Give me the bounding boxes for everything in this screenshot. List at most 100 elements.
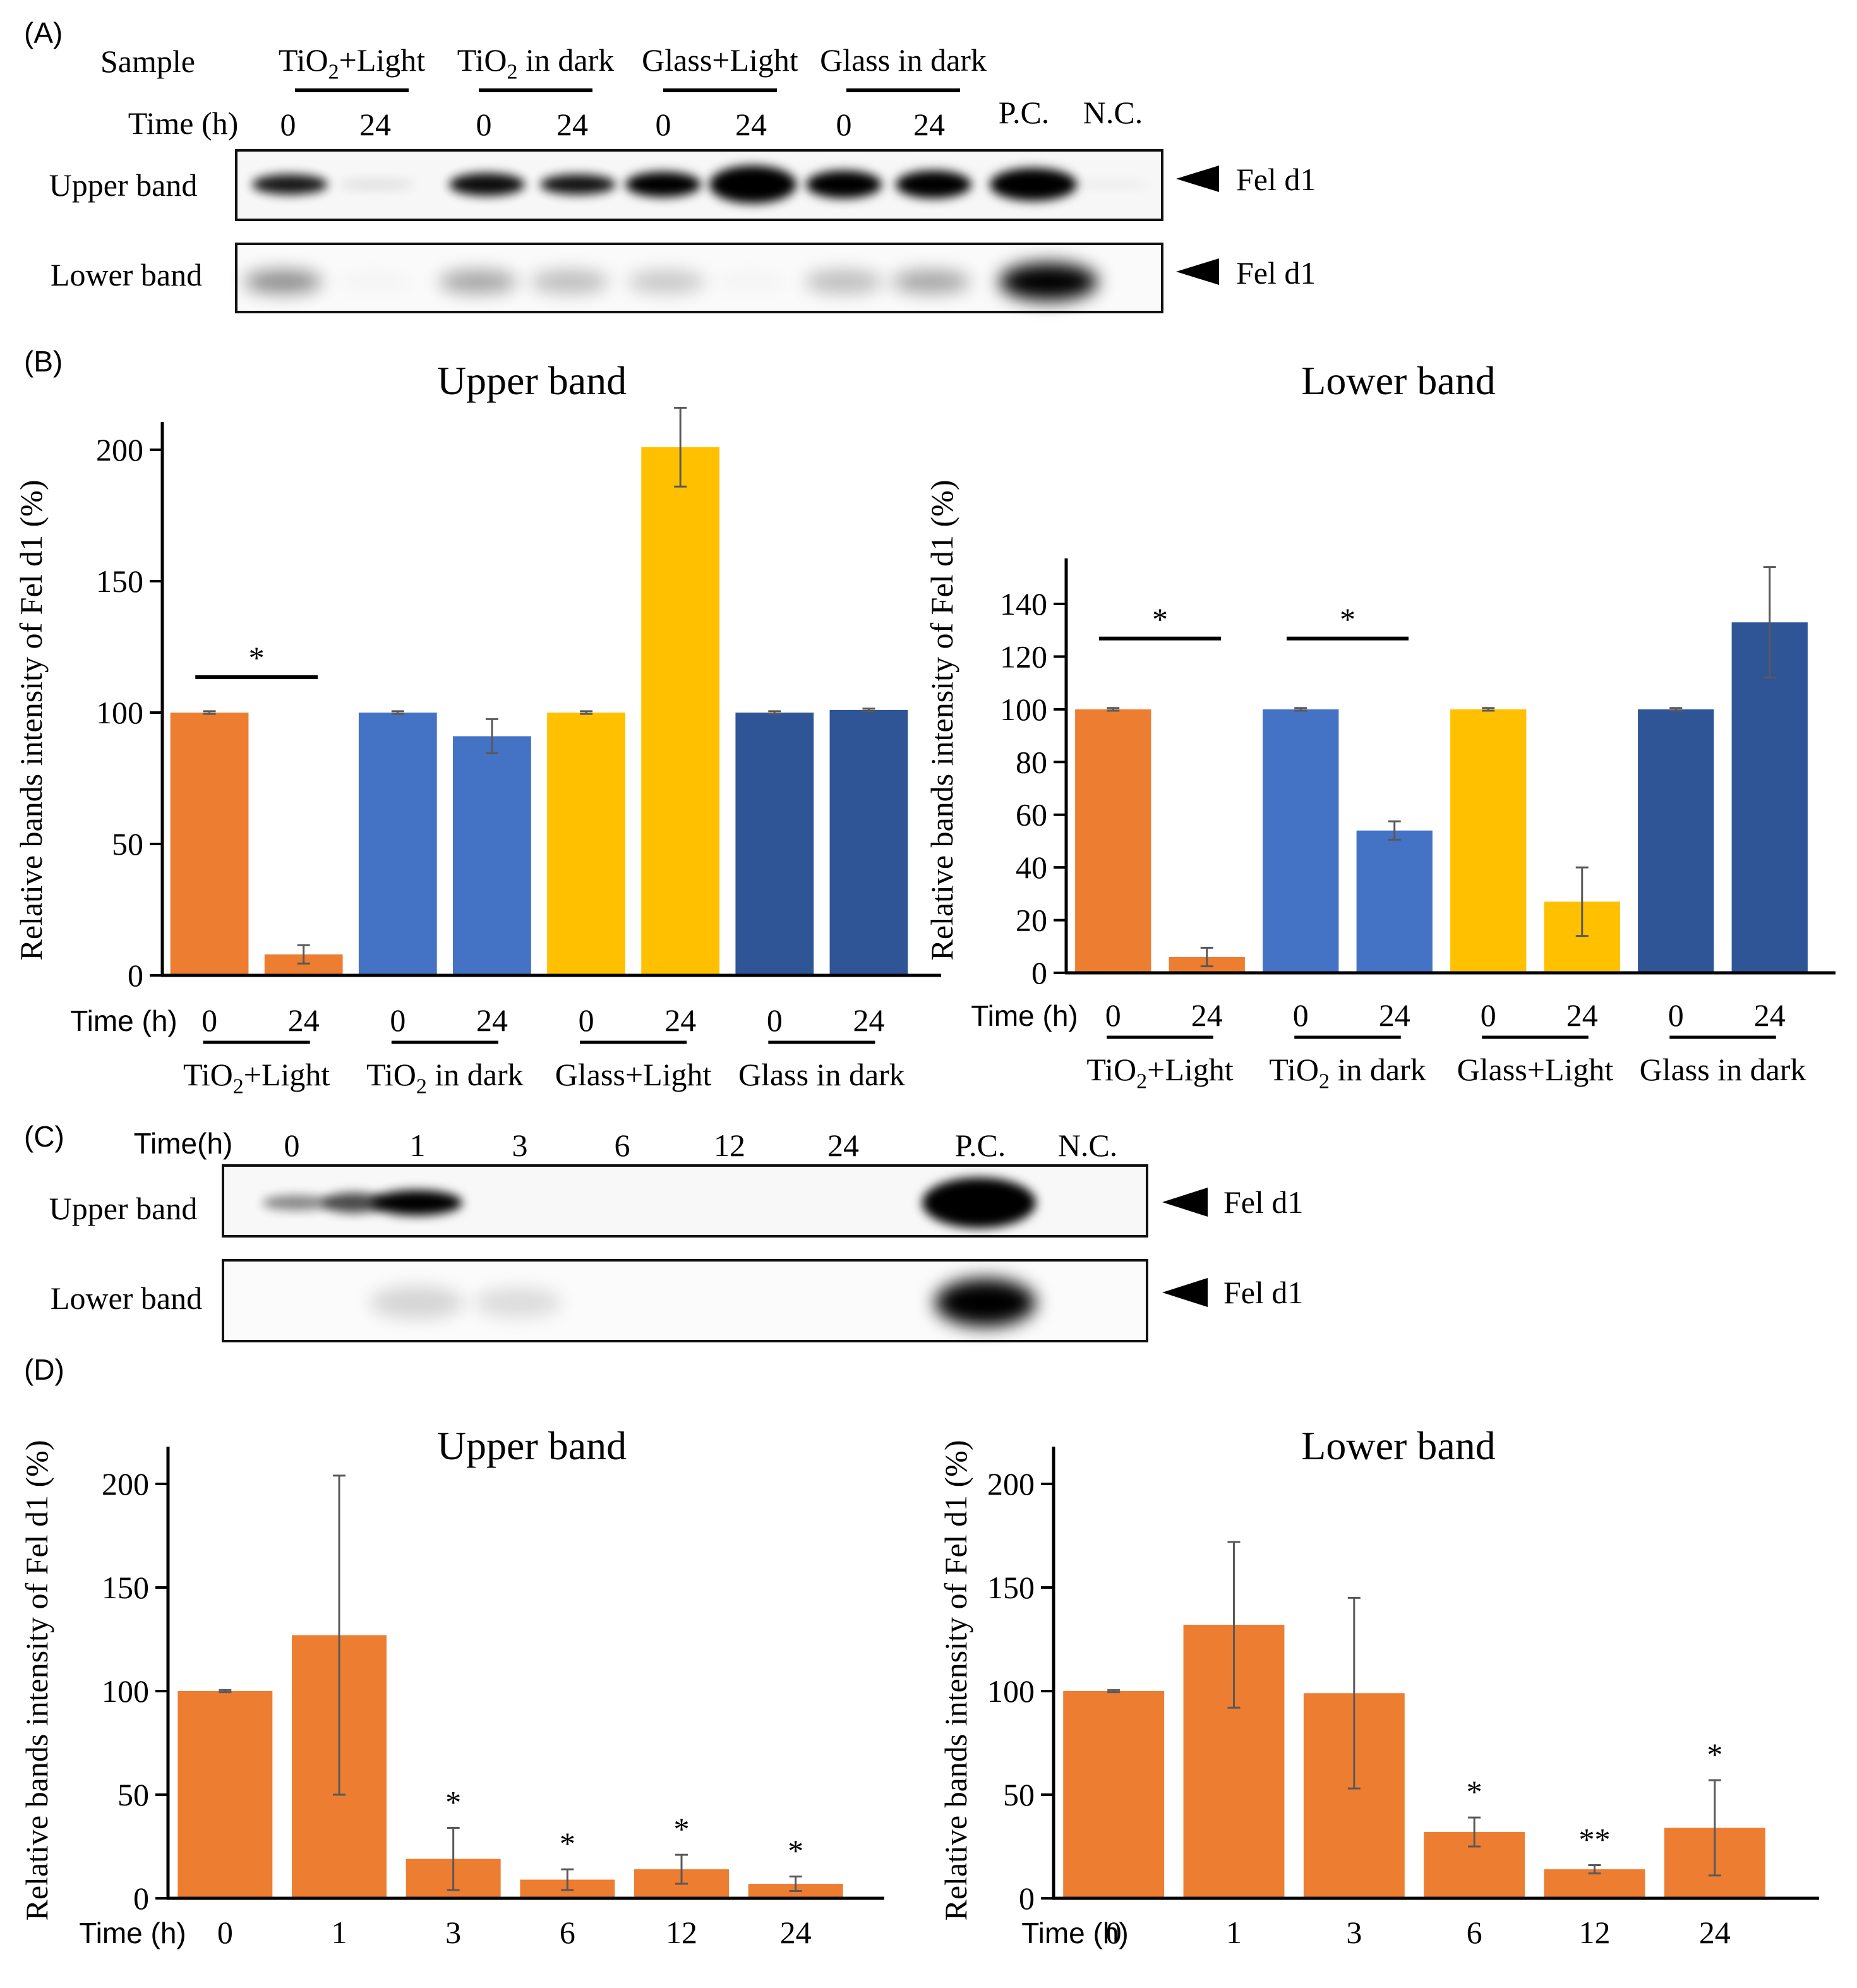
x-tick-label: 0 — [201, 1003, 217, 1038]
blot-c-row-label-upper: Upper band — [49, 1191, 198, 1226]
group-label-part: in dark — [427, 1057, 524, 1092]
group-label-part: TiO — [366, 1057, 416, 1092]
blot-c-time-tick: 0 — [284, 1128, 300, 1163]
x-group-label: TiO2 in dark — [366, 1057, 524, 1099]
y-tick-label: 50 — [117, 1777, 149, 1812]
significance-star: * — [674, 1811, 690, 1846]
blot-a-upper-band — [540, 174, 616, 195]
blot-a-row-label-lower: Lower band — [51, 257, 202, 292]
y-axis-label: Relative bands intensity of Fel d1 (%) — [13, 480, 49, 961]
group-label-part: in dark — [1330, 1052, 1426, 1087]
x-group-label: Glass in dark — [738, 1057, 905, 1092]
blot-a-time-tick: 24 — [556, 107, 588, 142]
y-tick-label: 40 — [1016, 850, 1047, 885]
x-group-label: Glass+Light — [1457, 1052, 1614, 1087]
significance-star: * — [445, 1784, 461, 1819]
blot-a-lower-marker-label: Fel d1 — [1236, 255, 1316, 291]
x-tick-label: 3 — [445, 1915, 461, 1950]
x-tick-label: 0 — [1481, 997, 1496, 1033]
sample-label: Sample — [100, 44, 195, 79]
group-label-part: TiO — [1269, 1052, 1319, 1087]
bar — [829, 709, 908, 975]
bar — [1450, 709, 1527, 973]
blot-c-time-tick: 12 — [714, 1128, 745, 1163]
x-tick-label: 24 — [1754, 997, 1786, 1033]
x-tick-label: 24 — [1566, 997, 1598, 1033]
blot-a-group-label: TiO2 in dark — [457, 42, 615, 84]
bar — [1263, 709, 1339, 973]
panel-label-d: (D) — [24, 1353, 64, 1386]
blot-a-lower-band — [244, 270, 322, 293]
bar — [453, 736, 531, 975]
group-label-part: TiO — [279, 42, 328, 78]
blot-c-upper-band — [371, 1190, 462, 1215]
y-tick-label: 50 — [112, 826, 143, 862]
blot-a-lower-band — [712, 270, 791, 293]
blot-a-time-tick: 0 — [280, 107, 296, 142]
y-tick-label: 0 — [128, 958, 143, 993]
group-label-subscript: 2 — [416, 1075, 427, 1099]
chart-title: Lower band — [1301, 1423, 1495, 1468]
bar — [735, 713, 814, 975]
significance-star: * — [1152, 601, 1168, 637]
y-axis-label: Relative bands intensity of Fel d1 (%) — [924, 480, 959, 961]
panel-labels: (A) (B) (C) (D) — [24, 16, 64, 1386]
blot-a-group-label: Glass in dark — [820, 42, 987, 78]
blot-a-upper-band — [896, 171, 971, 198]
blot-a-upper-arrow-icon — [1176, 166, 1219, 192]
blot-c-time-tick: 6 — [615, 1128, 630, 1163]
bar — [547, 713, 625, 975]
y-tick-label: 60 — [1016, 797, 1047, 833]
blot-a-upper-band — [252, 174, 328, 195]
group-label-part: TiO — [1086, 1052, 1136, 1087]
bar — [641, 447, 720, 975]
blot-a-upper-band — [449, 173, 525, 196]
blot-a-time-tick: 0 — [656, 107, 671, 142]
y-tick-label: 150 — [102, 1570, 149, 1605]
x-tick-label: 0 — [1105, 997, 1121, 1033]
blot-panel-c: Time(h) 0 1 3 6 12 24 P.C. N.C. Upper band Lower b… — [49, 1127, 1303, 1342]
x-group-label: TiO2 in dark — [1269, 1052, 1426, 1093]
x-group-label: Glass+Light — [555, 1057, 712, 1092]
blot-c-time-tick: 3 — [512, 1128, 528, 1163]
panel-label-a: (A) — [24, 16, 63, 49]
blot-c-pc-label: P.C. — [955, 1128, 1006, 1163]
blot-c-lower-band — [935, 1279, 1036, 1327]
blot-a-lower-band — [531, 270, 609, 293]
y-tick-label: 100 — [96, 695, 143, 730]
x-tick-label: 0 — [1668, 997, 1684, 1033]
x-tick-label: 3 — [1346, 1915, 1362, 1950]
significance-star: * — [560, 1826, 575, 1861]
x-tick-label: 1 — [1226, 1915, 1242, 1950]
y-tick-label: 200 — [987, 1466, 1035, 1502]
group-label-part: TiO — [457, 42, 507, 78]
blot-a-lower-band — [999, 263, 1098, 301]
significance-star: ** — [1579, 1822, 1611, 1857]
y-axis-label: Relative bands intensity of Fel d1 (%) — [19, 1440, 54, 1921]
x-tick-label: 0 — [579, 1003, 594, 1038]
blot-c-time-tick: 1 — [410, 1128, 426, 1163]
blot-a-lower-band — [336, 270, 414, 293]
y-tick-label: 200 — [102, 1466, 149, 1502]
y-tick-label: 150 — [96, 563, 143, 599]
group-label-subscript: 2 — [507, 61, 518, 84]
y-tick-label: 150 — [987, 1570, 1035, 1605]
blot-c-lower-band — [370, 1286, 464, 1319]
group-label-subscript: 2 — [1136, 1070, 1147, 1093]
x-tick-label: 0 — [767, 1003, 783, 1038]
blot-a-upper-marker-label: Fel d1 — [1236, 162, 1316, 197]
x-tick-label: 0 — [390, 1003, 406, 1038]
y-tick-label: 20 — [1016, 903, 1047, 938]
blot-c-lower-band — [474, 1287, 562, 1318]
x-tick-label: 0 — [1106, 1915, 1122, 1950]
blot-a-lower-band — [805, 270, 883, 293]
x-tick-label: 6 — [560, 1915, 575, 1950]
group-label-part: TiO — [183, 1057, 233, 1092]
blot-a-time-tick: 24 — [735, 107, 767, 142]
significance-star: * — [1340, 601, 1355, 637]
time-label: Time (h) — [128, 105, 239, 141]
x-tick-label: 24 — [1699, 1915, 1731, 1950]
